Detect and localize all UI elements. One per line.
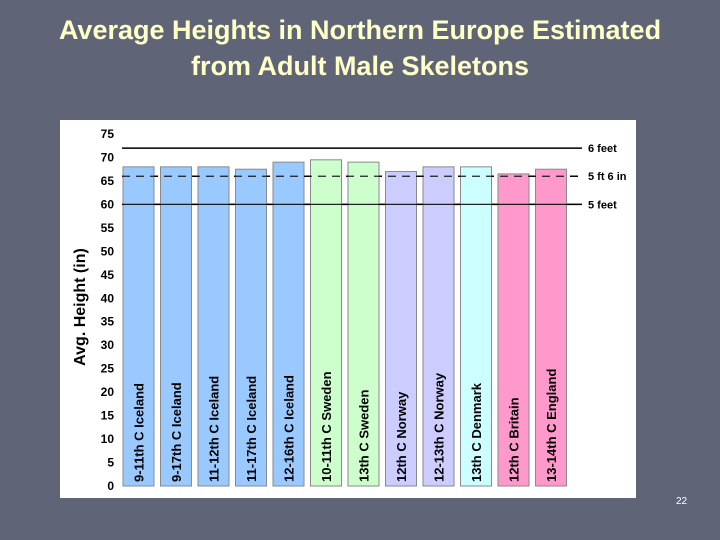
y-tick-label: 15: [101, 409, 115, 423]
bar: [347, 161, 380, 487]
bar: [422, 166, 455, 487]
reference-line-label: 6 feet: [588, 143, 617, 155]
slide-title-line-2: from Adult Male Skeletons: [190, 51, 530, 81]
y-tick-label: 40: [101, 291, 115, 305]
bars: 9-11th C Iceland 9-17th C Iceland 11-12th …: [122, 159, 567, 487]
y-tick-label: 30: [101, 338, 115, 352]
page-number: 22: [676, 496, 688, 507]
slide-title-line-1: Average Heights in Northern Europe Estim…: [58, 15, 662, 45]
bar-category-label: 9-17th C Iceland: [169, 382, 184, 482]
bar-category-label: 12th C Britain: [507, 397, 522, 482]
bar-category-label: 12-13th C Norway: [432, 372, 447, 482]
bar: [460, 166, 492, 487]
bar-category-label: 13th C Denmark: [469, 382, 484, 482]
chart-panel: 9-11th C Iceland 9-17th C Iceland 11-12th …: [60, 120, 636, 498]
y-tick-label: 70: [101, 150, 115, 164]
bar-category-label: 10-11th C Sweden: [319, 371, 334, 482]
y-tick-label: 55: [101, 221, 115, 235]
y-tick-label: 0: [107, 479, 114, 493]
y-tick-label: 60: [101, 197, 115, 211]
bar: [160, 166, 192, 487]
y-tick-label: 45: [101, 268, 115, 282]
y-tick-label: 35: [101, 315, 115, 329]
bar-category-label: 11-12th C Iceland: [207, 376, 222, 482]
bar-chart: 9-11th C Iceland 9-17th C Iceland 11-12th …: [72, 127, 627, 493]
bar-category-label: 11-17th C Iceland: [244, 376, 259, 482]
y-tick-label: 65: [101, 174, 115, 188]
bar-category-label: 12th C Norway: [394, 391, 409, 482]
bar-category-label: 12-16th C Iceland: [282, 375, 297, 482]
y-tick-label: 50: [101, 244, 115, 258]
y-tick-label: 25: [101, 362, 115, 376]
bar: [497, 173, 530, 487]
bar-category-label: 13-14th C England: [544, 369, 559, 482]
y-axis: 0 5 10 15 20 25 30 35 40 45 50 55 60 65 70 75: [101, 127, 115, 493]
bar-category-label: 9-11th C Iceland: [132, 383, 147, 482]
bar: [235, 168, 267, 487]
bar: [197, 166, 230, 487]
reference-line-label: 5 ft 6 in: [588, 171, 627, 183]
bar: [122, 166, 155, 487]
bar: [535, 168, 567, 487]
y-axis-label: Avg. Height (in): [72, 248, 89, 366]
bar-category-label: 13th C Sweden: [357, 389, 372, 482]
y-tick-label: 20: [101, 385, 115, 399]
bar: [272, 161, 305, 487]
y-tick-label: 10: [101, 432, 115, 446]
reference-lines-front: 6 feet 5 ft 6 in 5 feet: [122, 143, 627, 211]
y-tick-label: 5: [107, 456, 114, 470]
bar: [310, 159, 342, 487]
slide-title: Average Heights in Northern Europe Estim…: [0, 12, 720, 84]
bar: [385, 171, 417, 487]
reference-line-label: 5 feet: [588, 199, 617, 211]
y-tick-label: 75: [101, 127, 115, 141]
